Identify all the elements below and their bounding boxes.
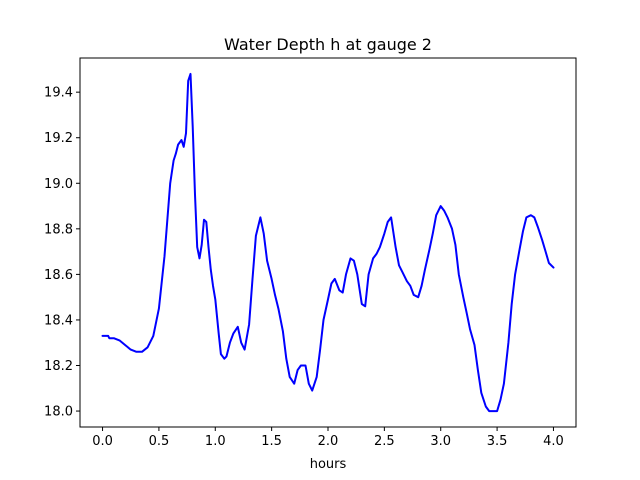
x-axis-label: hours bbox=[310, 457, 347, 472]
x-tick-label: 2.0 bbox=[318, 434, 339, 449]
y-tick-label: 18.0 bbox=[44, 405, 73, 420]
x-tick-label: 2.5 bbox=[374, 434, 395, 449]
x-tick-label: 3.0 bbox=[430, 434, 451, 449]
x-tick-label: 0.0 bbox=[92, 434, 113, 449]
chart-title: Water Depth h at gauge 2 bbox=[224, 35, 432, 54]
series-line bbox=[101, 72, 555, 413]
x-tick-label: 1.5 bbox=[261, 434, 282, 449]
y-tick-label: 19.2 bbox=[44, 131, 73, 146]
y-tick-label: 19.4 bbox=[44, 86, 73, 101]
plot-area bbox=[101, 72, 555, 413]
y-tick-label: 19.0 bbox=[44, 177, 73, 192]
y-tick-label: 18.8 bbox=[44, 222, 73, 237]
y-axis: 18.0 18.2 18.4 18.6 18.8 19.0 19.2 19.4 bbox=[44, 86, 80, 420]
x-tick-label: 1.0 bbox=[205, 434, 226, 449]
x-tick-label: 0.5 bbox=[149, 434, 170, 449]
x-tick-label: 3.5 bbox=[487, 434, 508, 449]
y-tick-label: 18.4 bbox=[44, 313, 73, 328]
y-tick-label: 18.2 bbox=[44, 359, 73, 374]
y-tick-label: 18.6 bbox=[44, 268, 73, 283]
x-tick-label: 4.0 bbox=[543, 434, 564, 449]
x-axis: 0.0 0.5 1.0 1.5 2.0 2.5 3.0 3.5 4.0 bbox=[92, 427, 564, 449]
